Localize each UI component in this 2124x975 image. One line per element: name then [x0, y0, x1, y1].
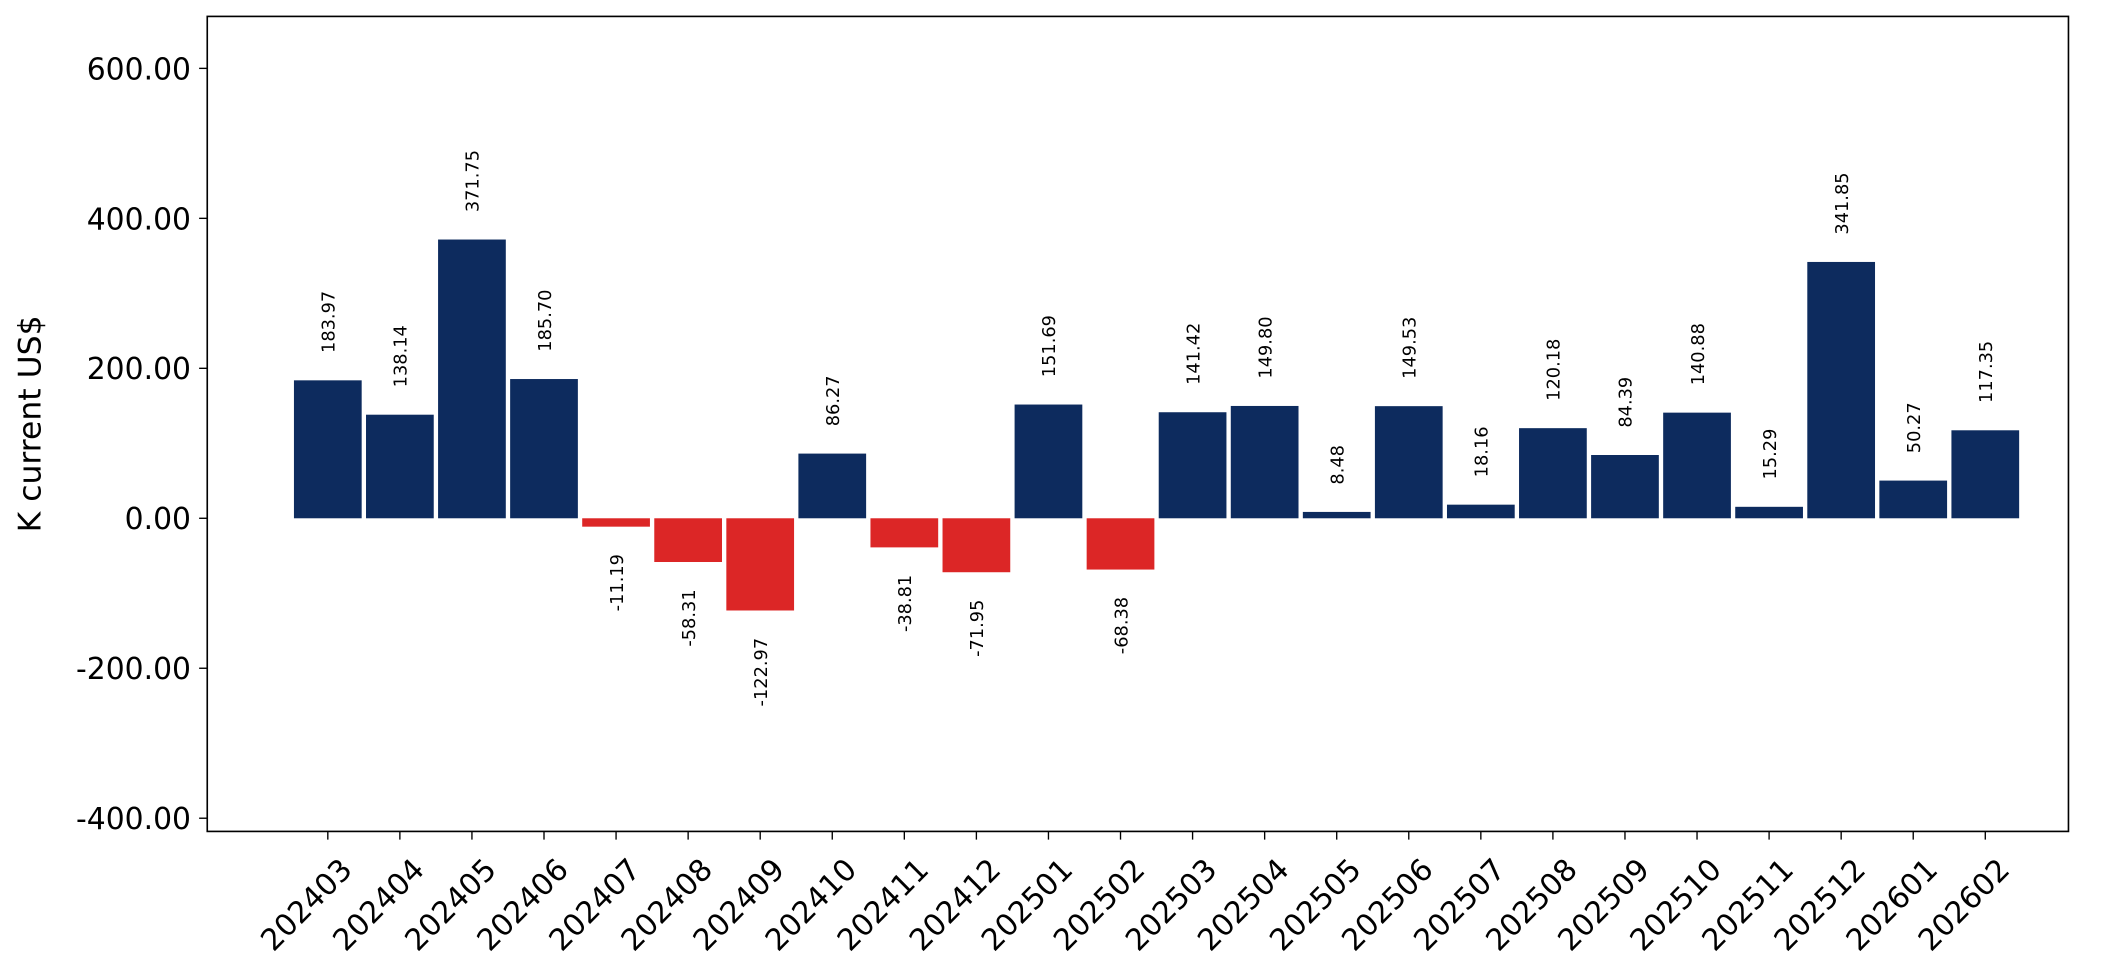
value-label: 141.42 [1184, 323, 1204, 385]
value-label: 371.75 [464, 150, 484, 212]
y-tick-label: -200.00 [76, 652, 191, 687]
value-label: 140.88 [1689, 323, 1709, 385]
value-label: 18.16 [1473, 426, 1493, 477]
value-label: 120.18 [1545, 339, 1565, 401]
bar [1446, 504, 1515, 519]
y-tick-label: 200.00 [87, 352, 191, 387]
value-label: -71.95 [968, 600, 988, 657]
bar [1230, 405, 1299, 519]
value-label: 117.35 [1977, 341, 1997, 403]
bar [1158, 412, 1227, 519]
y-tick-label: 0.00 [125, 502, 191, 537]
bar [1519, 428, 1587, 519]
bar [1807, 261, 1876, 519]
bar [510, 379, 578, 519]
bar [1374, 406, 1443, 519]
bar [1879, 480, 1948, 519]
value-label: 183.97 [320, 291, 340, 353]
value-label: -38.81 [896, 575, 916, 632]
value-label: 86.27 [824, 375, 844, 426]
bar [293, 380, 362, 519]
value-label: -58.31 [680, 589, 700, 646]
value-label: 185.70 [536, 290, 556, 352]
bar [366, 414, 434, 519]
bar [726, 518, 795, 611]
bar [1663, 412, 1731, 519]
value-label: 84.39 [1617, 377, 1637, 428]
y-tick-label: 600.00 [87, 52, 191, 87]
bar [870, 518, 939, 548]
bar [654, 518, 722, 563]
bar [1591, 455, 1659, 519]
bar [942, 518, 1011, 573]
y-axis-label: K current US$ [13, 315, 49, 532]
value-label: 8.48 [1329, 445, 1349, 485]
plot-frame [206, 15, 2070, 833]
bar [582, 518, 650, 527]
value-label: 138.14 [392, 325, 412, 387]
bar [1302, 511, 1371, 519]
y-tick-label: -400.00 [76, 802, 191, 837]
bar [1735, 506, 1803, 519]
bar [438, 239, 506, 519]
value-label: 50.27 [1905, 402, 1925, 453]
value-label: 149.53 [1401, 317, 1421, 379]
value-label: -68.38 [1112, 597, 1132, 654]
bar [798, 453, 867, 519]
value-label: 341.85 [1833, 172, 1853, 234]
value-label: 149.80 [1256, 316, 1276, 378]
value-label: 151.69 [1040, 315, 1060, 377]
bar [1951, 430, 2020, 519]
bar [1086, 518, 1155, 570]
bar [1014, 404, 1083, 519]
value-label: -122.97 [752, 638, 772, 707]
value-label: -11.19 [608, 554, 628, 611]
y-tick-label: 400.00 [87, 202, 191, 237]
value-label: 15.29 [1761, 429, 1781, 480]
